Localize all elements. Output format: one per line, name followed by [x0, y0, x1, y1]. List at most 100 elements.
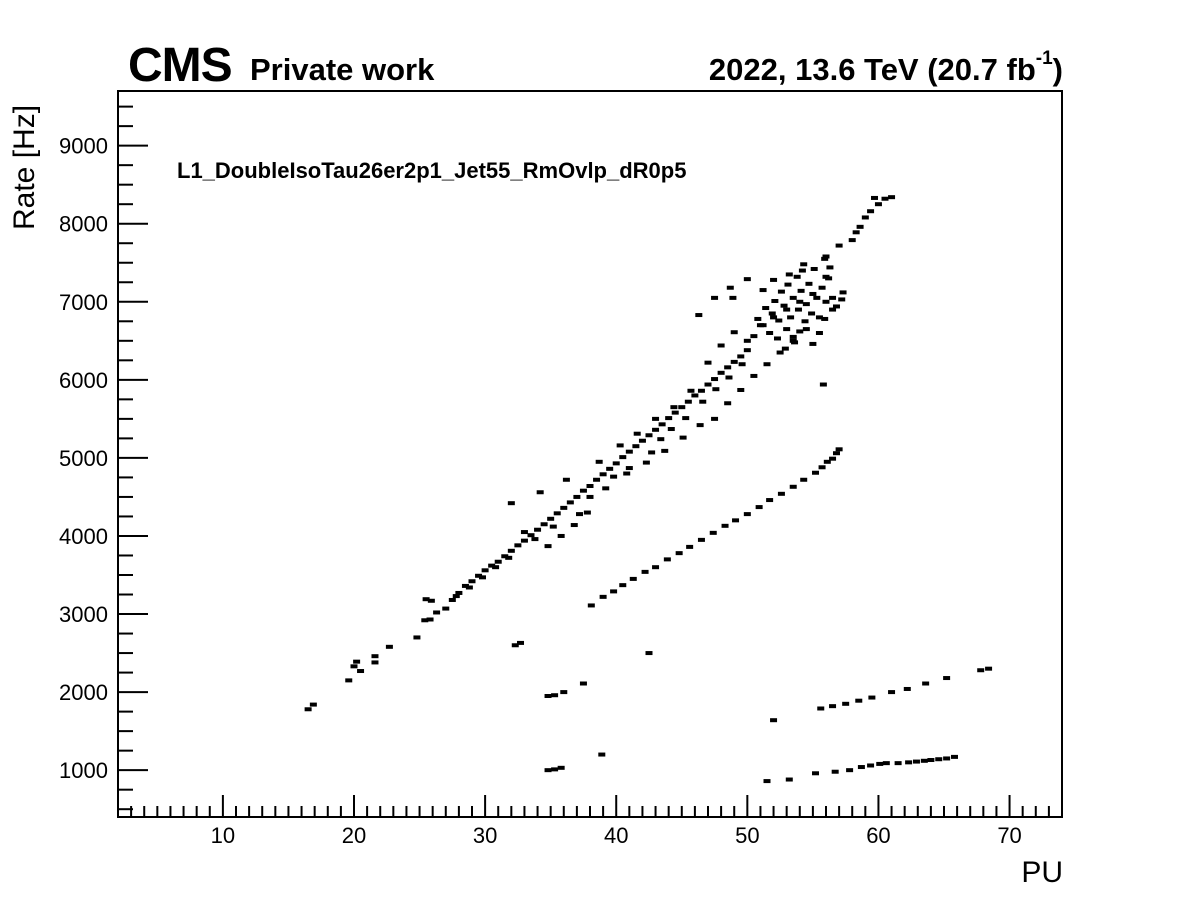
- data-point-series-4: [905, 760, 913, 765]
- data-point-series-1: [345, 678, 353, 683]
- data-point-series-3: [817, 706, 825, 711]
- data-point-series-1: [867, 209, 875, 214]
- data-points: [304, 195, 993, 784]
- data-point-series-4: [950, 754, 958, 759]
- data-point-series-1: [729, 295, 737, 300]
- data-point-series-2: [587, 603, 595, 608]
- data-point-series-1: [832, 304, 840, 309]
- data-point-series-1: [762, 306, 770, 311]
- data-point-series-1: [800, 262, 808, 267]
- data-point-series-1: [759, 288, 767, 293]
- data-point-series-1: [874, 202, 882, 207]
- data-point-series-1: [586, 494, 594, 499]
- data-point-series-1: [531, 537, 539, 542]
- y-axis-title: Rate [Hz]: [8, 104, 41, 230]
- data-point-series-3: [977, 668, 985, 673]
- data-point-series-3: [943, 676, 951, 681]
- data-point-series-1: [743, 338, 751, 343]
- data-point-series-1: [777, 289, 785, 294]
- data-point-series-2: [629, 576, 637, 581]
- data-point-series-4: [812, 771, 820, 776]
- data-point-series-1: [711, 377, 719, 382]
- data-point-series-1: [738, 362, 746, 367]
- data-point-series-1: [549, 524, 557, 529]
- x-tick-label: 70: [997, 823, 1021, 848]
- data-point-series-1: [789, 334, 797, 339]
- data-point-series-2: [812, 470, 820, 475]
- data-point-series-2: [641, 569, 649, 574]
- y-tick-label: 9000: [59, 134, 108, 159]
- x-tick-label: 10: [211, 823, 235, 848]
- data-point-series-1: [743, 277, 751, 282]
- data-point-series-1: [839, 290, 847, 295]
- data-point-series-1: [461, 583, 469, 588]
- data-point-series-1: [652, 427, 660, 432]
- data-point-series-1: [881, 196, 889, 201]
- data-point-series-4: [763, 779, 771, 784]
- y-axis: 1000 2000 3000 4000 5000 6000 7000 8000 9000: [59, 105, 148, 811]
- data-point-series-1: [704, 382, 712, 387]
- data-point-series-2: [599, 594, 607, 599]
- data-point-series-1: [520, 538, 528, 543]
- data-point-series-1: [815, 331, 823, 335]
- lumi-exponent: -1: [1035, 48, 1053, 69]
- data-point-series-2: [777, 491, 785, 496]
- data-point-series-1: [645, 433, 653, 438]
- data-point-series-4: [912, 759, 920, 764]
- data-point-series-1: [652, 416, 660, 421]
- data-point-series-4: [867, 763, 875, 768]
- data-point-series-1: [534, 527, 542, 532]
- data-point-series-1: [661, 448, 669, 453]
- data-point-series-1: [826, 265, 834, 270]
- data-point-series-3: [645, 651, 653, 656]
- data-point-series-1: [610, 474, 618, 479]
- data-point-series-1: [783, 327, 791, 332]
- data-point-series-3: [770, 718, 778, 723]
- data-point-series-1: [632, 444, 640, 449]
- lumi-suffix: ): [1052, 52, 1063, 87]
- data-point-series-1: [802, 327, 810, 332]
- data-point-series-1: [642, 460, 650, 465]
- data-point-series-4: [831, 769, 839, 774]
- data-point-series-1: [544, 544, 552, 549]
- data-point-series-1: [481, 568, 489, 573]
- data-point-series-1: [821, 316, 829, 321]
- data-point-series-3: [888, 690, 896, 695]
- data-point-series-1: [704, 360, 712, 365]
- data-point-series-1: [625, 466, 633, 471]
- data-point-series-1: [638, 438, 646, 443]
- private-work-label: Private work: [250, 52, 435, 87]
- data-point-series-1: [810, 266, 818, 271]
- x-axis: 10 20 30 40 50 60 70: [117, 795, 1063, 848]
- data-point-series-3: [868, 695, 876, 700]
- data-point-series-2: [732, 518, 740, 523]
- data-point-series-1: [712, 387, 720, 392]
- data-point-series-1: [784, 282, 792, 287]
- data-point-series-1: [838, 297, 846, 302]
- data-point-series-1: [671, 410, 679, 415]
- data-point-series-1: [725, 375, 733, 380]
- data-point-series-4: [598, 752, 606, 757]
- data-point-series-1: [658, 422, 666, 427]
- data-point-series-3: [829, 704, 837, 709]
- data-point-series-1: [475, 573, 483, 578]
- data-point-series-1: [808, 311, 816, 316]
- data-point-series-4: [785, 777, 793, 782]
- plot-frame: [117, 90, 1063, 818]
- data-point-series-3: [551, 693, 559, 698]
- x-tick-label: 50: [735, 823, 759, 848]
- data-point-series-4: [551, 767, 559, 772]
- data-point-series-1: [809, 291, 817, 296]
- data-point-series-1: [819, 382, 827, 387]
- data-point-series-1: [682, 416, 690, 421]
- data-point-series-3: [922, 681, 930, 686]
- data-point-series-2: [766, 498, 774, 503]
- data-point-series-1: [625, 449, 633, 454]
- data-point-series-1: [679, 435, 687, 440]
- data-point-series-1: [770, 315, 778, 320]
- data-point-series-3: [579, 681, 587, 686]
- data-point-series-1: [888, 195, 896, 200]
- data-point-series-1: [570, 523, 578, 528]
- data-point-series-1: [871, 195, 879, 200]
